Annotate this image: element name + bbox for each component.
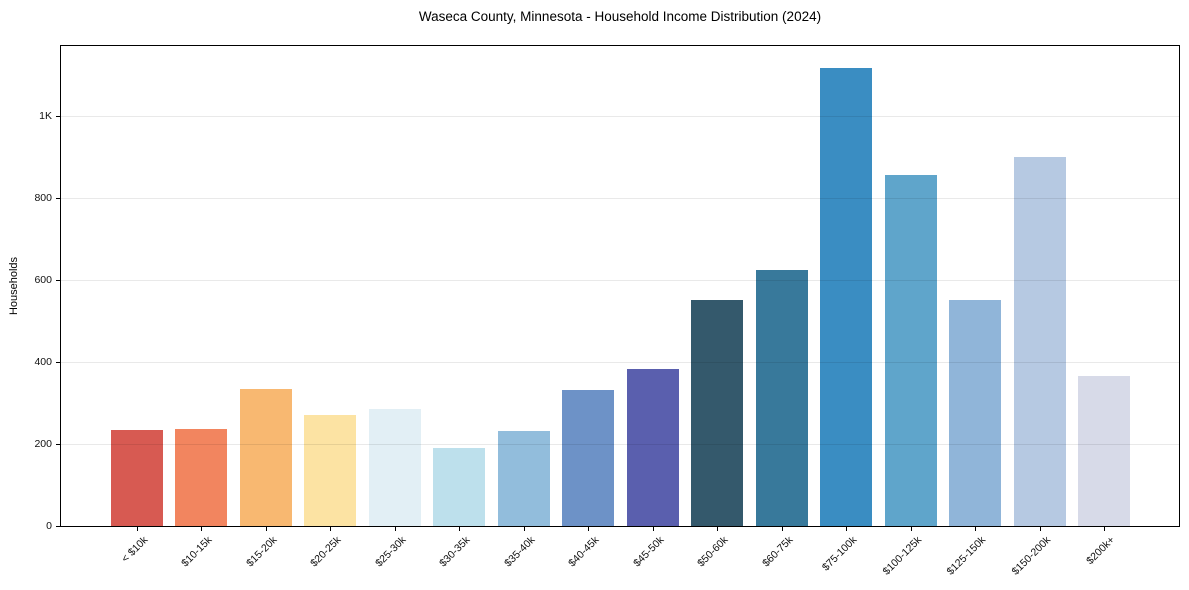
bar	[1078, 376, 1130, 526]
bar	[110, 430, 163, 526]
bar	[304, 415, 356, 526]
x-tick-label: $40-45k	[566, 534, 602, 570]
x-tick-label: $75-100k	[820, 534, 860, 574]
x-tick-label: $25-30k	[372, 534, 408, 570]
x-tick-label: $45-50k	[630, 534, 666, 570]
x-tick-label: $125-150k	[944, 534, 989, 578]
x-tick-label: $15-20k	[243, 534, 279, 570]
x-tick-mark	[136, 527, 138, 531]
plot-area	[60, 45, 1180, 527]
x-tick-mark	[588, 527, 589, 531]
bar	[368, 409, 421, 526]
x-tick-mark	[201, 527, 202, 531]
x-tick-mark	[910, 527, 912, 531]
y-tick-label: 800	[34, 192, 52, 205]
bar	[1013, 157, 1066, 526]
y-tick-mark	[56, 444, 60, 446]
x-tick-mark	[394, 527, 396, 531]
y-tick-mark	[56, 198, 60, 200]
bar	[884, 174, 937, 526]
x-tick-label: $50-60k	[695, 534, 731, 570]
y-tick-label: 600	[34, 274, 52, 287]
x-tick-label: $35-40k	[501, 534, 537, 570]
y-tick-label: 1K	[39, 110, 52, 123]
x-tick-label: $200k+	[1084, 534, 1118, 568]
x-tick-mark	[459, 527, 460, 531]
x-tick-mark	[523, 527, 525, 531]
gridline	[61, 280, 1179, 282]
bar	[755, 269, 808, 526]
bar	[239, 389, 292, 526]
chart-title: Waseca County, Minnesota - Household Inc…	[418, 9, 822, 24]
x-tick-mark	[717, 527, 718, 531]
y-tick-mark	[56, 362, 60, 364]
bar	[691, 299, 743, 526]
gridline	[61, 198, 1179, 200]
x-tick-mark	[975, 527, 976, 531]
bar	[949, 299, 1001, 526]
x-tick-label: $60-75k	[759, 534, 795, 570]
y-tick-mark	[56, 116, 60, 118]
y-tick-mark	[56, 280, 60, 282]
x-tick-label: $150-200k	[1009, 534, 1053, 578]
bar	[175, 428, 227, 526]
y-tick-label: 200	[34, 438, 52, 451]
bar	[626, 368, 679, 526]
x-tick-mark	[1104, 527, 1105, 531]
x-tick-mark	[1039, 527, 1041, 531]
gridline	[61, 362, 1179, 364]
bar	[562, 390, 614, 526]
x-tick-mark	[265, 527, 267, 531]
x-tick-mark	[652, 527, 654, 531]
x-tick-label: $30-35k	[437, 534, 473, 570]
gridline	[61, 116, 1179, 118]
bar	[497, 430, 550, 526]
x-tick-label: $20-25k	[308, 534, 344, 570]
x-tick-label: $10-15k	[179, 534, 215, 570]
x-tick-label: $100-125k	[880, 534, 924, 578]
y-tick-mark	[56, 526, 60, 527]
bar	[820, 68, 872, 526]
bar	[433, 448, 485, 526]
y-tick-label: 0	[46, 520, 52, 532]
x-tick-mark	[330, 527, 331, 531]
x-tick-mark	[846, 527, 847, 531]
x-tick-mark	[781, 527, 783, 531]
gridline	[61, 444, 1179, 446]
x-tick-label: < $10k	[118, 534, 150, 565]
y-tick-label: 400	[34, 356, 52, 369]
